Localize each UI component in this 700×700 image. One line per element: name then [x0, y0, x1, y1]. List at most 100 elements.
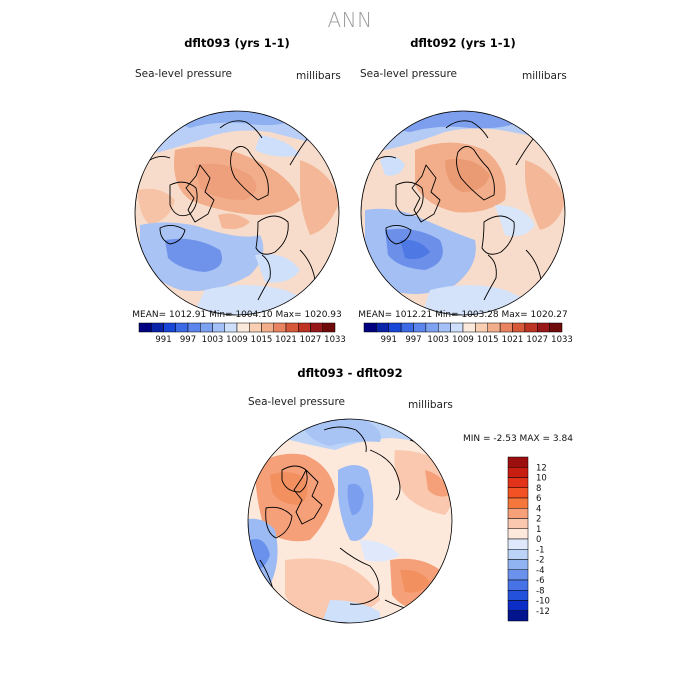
panel-b-colorbar-swatch-11 — [499, 322, 513, 333]
panel-c-colorbar-tick-label: -10 — [536, 597, 550, 607]
panel-b-colorbar-tick-label: 1027 — [526, 335, 548, 345]
panel-b-colorbar-tick-label: 997 — [405, 335, 421, 345]
panel-c-colorbar-swatch-3 — [507, 487, 529, 499]
panel-b-colorbar-swatch-13 — [524, 322, 538, 333]
panel-b-colorbar-swatch-4 — [413, 322, 427, 333]
panel-c-colorbar-swatch-6 — [507, 518, 529, 529]
panel-c-colorbar-swatch-7 — [507, 528, 529, 540]
panel-a-colorbar-swatch-14 — [310, 322, 323, 333]
panel-a-colorbar-swatch-2 — [163, 322, 176, 333]
panel-c-colorbar-tick-label: -1 — [536, 545, 544, 555]
panel-b-colorbar-tick-label: 1021 — [502, 335, 524, 345]
panel-c-colorbar-tick-label: 8 — [536, 484, 541, 494]
panel-c-colorbar-swatch-11 — [507, 569, 529, 581]
panel-c-colorbar-tick-label: 6 — [536, 494, 541, 504]
panel-c-variable-label: Sea-level pressure — [248, 396, 345, 408]
panel-c-title: dflt093 - dflt092 — [297, 366, 402, 380]
panel-c-colorbar-swatch-13 — [507, 590, 529, 601]
panel-b-colorbar-tick-label: 1009 — [452, 335, 474, 345]
panel-a-colorbar-swatch-10 — [261, 322, 274, 333]
panel-b-colorbar-swatch-1 — [376, 322, 390, 333]
panel-a-colorbar-swatch-6 — [212, 322, 225, 333]
panel-c-colorbar-tick-label: -6 — [536, 576, 544, 586]
panel-c-map-outline — [247, 418, 453, 624]
panel-a-colorbar-tick-label: 997 — [180, 335, 196, 345]
panel-b-colorbar-swatch-2 — [388, 322, 402, 333]
panel-b-map-outline — [360, 110, 566, 316]
panel-a-colorbar-tick-label: 1015 — [251, 335, 273, 345]
panel-a-colorbar-swatch-12 — [285, 322, 299, 333]
panel-c-colorbar-tick-label: 1 — [536, 525, 541, 535]
panel-c-colorbar-tick-label: 10 — [536, 474, 547, 484]
panel-c-colorbar-swatch-1 — [507, 467, 529, 478]
panel-c-stats: MIN = -2.53 MAX = 3.84 — [463, 434, 573, 444]
panel-a-colorbar-swatch-0 — [138, 322, 152, 333]
panel-c-colorbar-tick-label: -4 — [536, 566, 544, 576]
panel-a-units-label: millibars — [296, 70, 341, 82]
panel-b-colorbar-swatch-5 — [425, 322, 439, 333]
panel-a-colorbar-tick-label: 1003 — [202, 335, 224, 345]
panel-a-variable-label: Sea-level pressure — [135, 68, 232, 80]
panel-c-colorbar-tick-label: 2 — [536, 515, 541, 525]
panel-a-colorbar-swatch-8 — [236, 322, 250, 333]
panel-a-colorbar-swatch-4 — [187, 322, 201, 333]
panel-a-colorbar-swatch-9 — [249, 322, 262, 333]
panel-a-map — [135, 111, 339, 315]
panel-c-colorbar-tick-label: 0 — [536, 535, 541, 545]
panel-a-colorbar-swatch-13 — [298, 322, 311, 333]
panel-b-colorbar-swatch-10 — [487, 322, 501, 333]
figure-title: ANN — [327, 8, 372, 32]
panel-c-colorbar-swatch-5 — [507, 508, 529, 519]
panel-c-colorbar-swatch-14 — [507, 600, 529, 611]
panel-a-stats: MEAN= 1012.91 Min= 1004.10 Max= 1020.93 — [132, 310, 342, 320]
panel-a-colorbar-swatch-11 — [273, 322, 287, 333]
panel-c-colorbar-swatch-9 — [507, 549, 529, 560]
panel-a-colorbar-tick-label: 991 — [155, 335, 171, 345]
panel-b-variable-label: Sea-level pressure — [360, 68, 457, 80]
panel-c-map — [248, 419, 452, 623]
panel-c-colorbar-tick-label: 4 — [536, 504, 541, 514]
panel-c-colorbar-swatch-15 — [507, 610, 529, 622]
panel-a-colorbar-tick-label: 1027 — [300, 335, 322, 345]
panel-c-colorbar-swatch-0 — [507, 456, 529, 468]
panel-a-map-outline — [134, 110, 340, 316]
panel-b-colorbar-tick-label: 1003 — [427, 335, 449, 345]
panel-a-colorbar-swatch-5 — [200, 322, 213, 333]
panel-a-colorbar-swatch-7 — [224, 322, 238, 333]
panel-a-colorbar-tick-label: 1033 — [324, 335, 346, 345]
panel-c-colorbar-swatch-12 — [507, 579, 529, 591]
panel-c-colorbar-swatch-8 — [507, 538, 529, 550]
panel-c-colorbar-swatch-2 — [507, 477, 529, 488]
panel-b-units-label: millibars — [522, 70, 567, 82]
panel-c-colorbar-swatch-10 — [507, 559, 529, 570]
panel-b-colorbar-swatch-3 — [400, 322, 414, 333]
panel-b-colorbar-swatch-7 — [450, 322, 464, 333]
panel-c-colorbar-tick-label: 12 — [536, 463, 547, 473]
panel-a-colorbar-tick-label: 1009 — [226, 335, 248, 345]
panel-a-colorbar-tick-label: 1021 — [275, 335, 297, 345]
panel-a-colorbar-swatch-1 — [151, 322, 164, 333]
panel-b-colorbar-swatch-0 — [363, 322, 377, 333]
panel-c-colorbar-tick-label: -2 — [536, 556, 544, 566]
panel-b-colorbar-swatch-14 — [537, 322, 550, 333]
panel-b-colorbar-swatch-6 — [438, 322, 451, 333]
panel-b-stats: MEAN= 1012.21 Min= 1003.28 Max= 1020.27 — [358, 310, 568, 320]
panel-a-colorbar: 991 997 1003 1009 1015 1021 1027 1033 — [138, 322, 346, 345]
panel-b-colorbar-swatch-8 — [462, 322, 476, 333]
panel-a-colorbar-swatch-15 — [322, 322, 336, 333]
panel-b-colorbar-tick-label: 1015 — [477, 335, 499, 345]
panel-c-units-label: millibars — [408, 399, 453, 411]
panel-b-colorbar-tick-label: 991 — [381, 335, 397, 345]
panel-a-colorbar-swatch-3 — [175, 322, 189, 333]
panel-b-map — [361, 111, 565, 315]
panel-a-title: dflt093 (yrs 1-1) — [184, 36, 290, 50]
panel-c-colorbar-swatch-4 — [507, 497, 529, 509]
panel-b-title: dflt092 (yrs 1-1) — [410, 36, 516, 50]
panel-b-colorbar-swatch-15 — [549, 322, 563, 333]
panel-b-colorbar-swatch-12 — [512, 322, 526, 333]
panel-b-colorbar-tick-label: 1033 — [551, 335, 573, 345]
panel-b-colorbar-swatch-9 — [475, 322, 489, 333]
panel-c-colorbar-tick-label: -8 — [536, 586, 544, 596]
